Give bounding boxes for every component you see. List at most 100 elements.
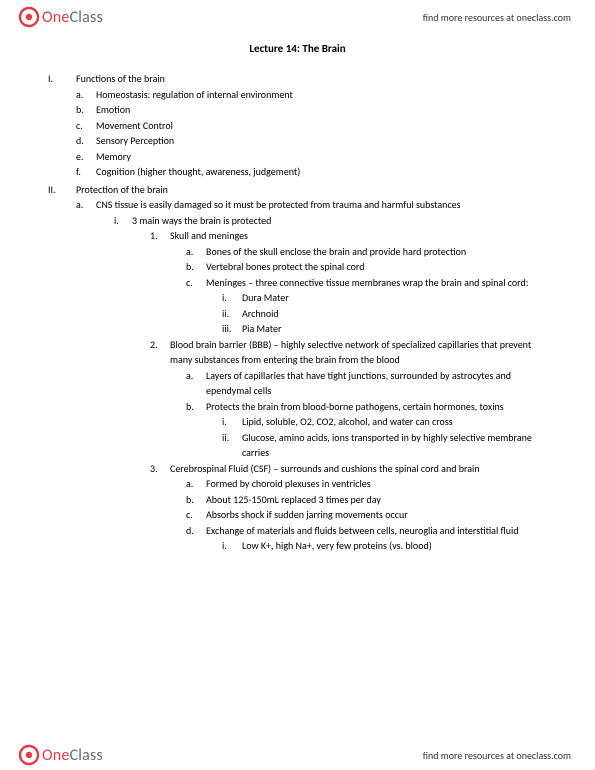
list-item: b.Emotion (76, 102, 547, 118)
list-item: a.CNS tissue is easily damaged so it mus… (76, 197, 547, 554)
brand-text-class: Class (70, 8, 103, 27)
list-item: b.About 125-150mL replaced 3 times per d… (186, 492, 547, 508)
list-item: b.Protects the brain from blood-borne pa… (186, 399, 547, 461)
list-marker: d. (76, 133, 96, 149)
list-item: I.Functions of the braina.Homeostasis: r… (48, 71, 547, 180)
list-text: Low K+, high Na+, very few proteins (vs.… (242, 538, 547, 554)
list-marker: c. (186, 275, 206, 291)
list-text: Blood brain barrier (BBB) – highly selec… (170, 337, 547, 368)
list-marker: a. (186, 244, 206, 260)
list-text: About 125-150mL replaced 3 times per day (206, 492, 547, 508)
list-item: 3.Cerebrospinal Fluid (CSF) – surrounds … (150, 461, 547, 554)
brand-icon (18, 744, 40, 766)
list-marker: a. (186, 476, 206, 492)
list-item: iii.Pia Mater (222, 321, 547, 337)
list-text: Movement Control (96, 118, 547, 134)
list-item: II.Protection of the braina.CNS tissue i… (48, 182, 547, 554)
outline-level: a.Layers of capillaries that have tight … (150, 368, 547, 461)
list-marker: e. (76, 149, 96, 165)
page-footer: OneClass find more resources at oneclass… (0, 738, 595, 770)
brand-logo: OneClass (18, 6, 103, 28)
list-text: Emotion (96, 102, 547, 118)
list-marker: i. (222, 290, 242, 306)
list-marker: b. (186, 492, 206, 508)
list-item: d.Sensory Perception (76, 133, 547, 149)
list-text: Lipid, soluble, O2, CO2, alcohol, and wa… (242, 414, 547, 430)
list-item: i.Low K+, high Na+, very few proteins (v… (222, 538, 547, 554)
outline-level: i.Lipid, soluble, O2, CO2, alcohol, and … (186, 414, 547, 461)
list-text: Sensory Perception (96, 133, 547, 149)
brand-text: OneClass (42, 8, 103, 27)
document-title: Lecture 14: The Brain (48, 40, 547, 57)
list-item: 2.Blood brain barrier (BBB) – highly sel… (150, 337, 547, 461)
list-item: d.Exchange of materials and fluids betwe… (186, 523, 547, 554)
list-marker: iii. (222, 321, 242, 337)
list-item: a.Homeostasis: regulation of internal en… (76, 87, 547, 103)
list-text: Functions of the brain (76, 71, 547, 87)
list-text: Formed by choroid plexuses in ventricles (206, 476, 547, 492)
list-item: b.Vertebral bones protect the spinal cor… (186, 259, 547, 275)
document-body: Lecture 14: The Brain I.Functions of the… (48, 40, 547, 730)
brand-text-one: One (42, 8, 70, 27)
list-text: CNS tissue is easily damaged so it must … (96, 197, 547, 213)
footer-link[interactable]: find more resources at oneclass.com (423, 749, 571, 762)
list-text: 3 main ways the brain is protected (132, 213, 547, 229)
list-text: Cerebrospinal Fluid (CSF) – surrounds an… (170, 461, 547, 477)
outline-level: a.Bones of the skull enclose the brain a… (150, 244, 547, 337)
list-text: Vertebral bones protect the spinal cord (206, 259, 547, 275)
list-marker: i. (222, 538, 242, 554)
list-item: a.Formed by choroid plexuses in ventricl… (186, 476, 547, 492)
list-item: i. 3 main ways the brain is protected1.Sk… (114, 213, 547, 554)
list-marker: 2. (150, 337, 170, 368)
list-text: Exchange of materials and fluids between… (206, 523, 547, 539)
brand-logo-footer: OneClass (18, 744, 103, 766)
list-marker: f. (76, 164, 96, 180)
page-header: OneClass find more resources at oneclass… (0, 0, 595, 32)
list-text: Cognition (higher thought, awareness, ju… (96, 164, 547, 180)
brand-text-one: One (42, 746, 70, 765)
list-marker: c. (76, 118, 96, 134)
list-text: Meninges – three connective tissue membr… (206, 275, 547, 291)
list-text: Glucose, amino acids, ions transported i… (242, 430, 547, 461)
list-item: ii.Archnoid (222, 306, 547, 322)
list-text: Homeostasis: regulation of internal envi… (96, 87, 547, 103)
list-item: c.Meninges – three connective tissue mem… (186, 275, 547, 337)
outline-level: i. 3 main ways the brain is protected1.Sk… (76, 213, 547, 554)
brand-text-class: Class (70, 746, 103, 765)
list-item: a.Layers of capillaries that have tight … (186, 368, 547, 399)
list-text: Dura Mater (242, 290, 547, 306)
list-marker: a. (186, 368, 206, 399)
list-marker: 3. (150, 461, 170, 477)
list-marker: a. (76, 197, 96, 213)
header-link[interactable]: find more resources at oneclass.com (423, 11, 571, 24)
list-item: i.Dura Mater (222, 290, 547, 306)
list-text: Bones of the skull enclose the brain and… (206, 244, 547, 260)
list-marker: b. (186, 399, 206, 415)
list-marker: I. (48, 71, 76, 87)
outline-level: a.CNS tissue is easily damaged so it mus… (48, 197, 547, 554)
list-item: f.Cognition (higher thought, awareness, … (76, 164, 547, 180)
outline-root: I.Functions of the braina.Homeostasis: r… (48, 71, 547, 554)
list-text: Skull and meninges (170, 228, 547, 244)
list-text: Memory (96, 149, 547, 165)
brand-icon (18, 6, 40, 28)
list-marker: b. (186, 259, 206, 275)
outline-level: a.Homeostasis: regulation of internal en… (48, 87, 547, 180)
list-marker: a. (76, 87, 96, 103)
brand-text: OneClass (42, 746, 103, 765)
list-text: Layers of capillaries that have tight ju… (206, 368, 547, 399)
list-marker: ii. (222, 430, 242, 461)
list-marker: c. (186, 507, 206, 523)
list-text: Protection of the brain (76, 182, 547, 198)
list-text: Protects the brain from blood-borne path… (206, 399, 547, 415)
outline-level: 1.Skull and meningesa.Bones of the skull… (114, 228, 547, 554)
list-text: Pia Mater (242, 321, 547, 337)
list-item: a.Bones of the skull enclose the brain a… (186, 244, 547, 260)
list-item: ii.Glucose, amino acids, ions transporte… (222, 430, 547, 461)
list-item: 1.Skull and meningesa.Bones of the skull… (150, 228, 547, 337)
list-text: Absorbs shock if sudden jarring movement… (206, 507, 547, 523)
outline-level: i.Dura Materii.Archnoidiii.Pia Mater (186, 290, 547, 337)
outline-level: a.Formed by choroid plexuses in ventricl… (150, 476, 547, 554)
list-marker: i. (222, 414, 242, 430)
list-marker: ii. (222, 306, 242, 322)
